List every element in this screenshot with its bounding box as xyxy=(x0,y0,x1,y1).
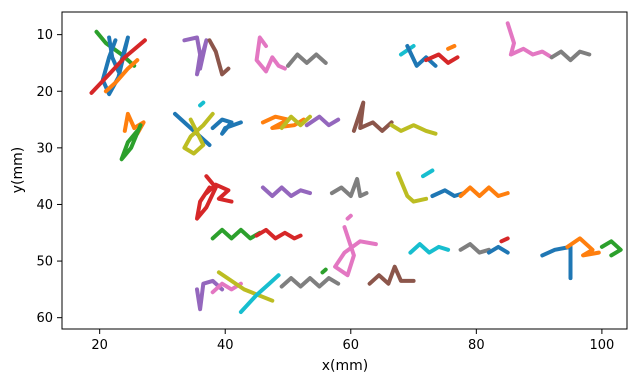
stroke-18 xyxy=(182,111,215,156)
stroke-49 xyxy=(279,276,341,289)
stroke-51 xyxy=(367,264,416,286)
stroke-28 xyxy=(260,185,312,198)
y-tick-label: 20 xyxy=(36,85,53,100)
stroke-32 xyxy=(430,188,466,198)
stroke-7 xyxy=(254,35,287,74)
stroke-46 xyxy=(210,281,243,295)
stroke-30 xyxy=(395,171,429,204)
stroke-31 xyxy=(421,168,435,179)
x-axis-label: x(mm) xyxy=(322,358,368,374)
stroke-6 xyxy=(207,38,231,77)
stroke-27 xyxy=(204,182,234,204)
stroke-37 xyxy=(345,213,353,221)
stroke-16 xyxy=(119,123,143,162)
stroke-47 xyxy=(216,270,275,303)
stroke-11 xyxy=(424,52,460,65)
stroke-36 xyxy=(333,225,378,278)
stroke-42 xyxy=(540,244,573,281)
stroke-39 xyxy=(458,242,491,255)
series-strokes xyxy=(89,21,623,314)
stroke-29 xyxy=(329,177,369,198)
stroke-13 xyxy=(505,21,554,60)
x-tick-label: 40 xyxy=(217,338,234,353)
y-tick-label: 30 xyxy=(36,141,53,156)
stroke-44 xyxy=(599,239,623,258)
stroke-22 xyxy=(279,114,312,130)
stroke-21 xyxy=(260,114,306,130)
stroke-35 xyxy=(254,227,303,241)
stroke-34 xyxy=(210,227,262,241)
plot-frame xyxy=(61,11,628,330)
stroke-17 xyxy=(173,111,212,147)
y-axis-ticks: 10 20 30 40 50 60 xyxy=(36,28,62,326)
stroke-33 xyxy=(458,185,510,198)
x-tick-label: 20 xyxy=(91,338,108,353)
y-tick-label: 40 xyxy=(36,198,53,213)
stroke-20 xyxy=(210,117,243,136)
y-axis-label: y(mm) xyxy=(10,147,26,193)
stroke-12 xyxy=(446,44,457,51)
stroke-43 xyxy=(565,236,601,258)
stroke-8 xyxy=(286,52,328,68)
stroke-3 xyxy=(103,58,140,94)
stroke-38 xyxy=(408,242,451,255)
stroke-25 xyxy=(389,123,438,136)
y-tick-label: 60 xyxy=(36,311,53,326)
x-tick-label: 100 xyxy=(589,338,614,353)
stroke-10 xyxy=(405,44,438,68)
stroke-4 xyxy=(89,38,147,95)
x-tick-label: 80 xyxy=(468,338,485,353)
stroke-48 xyxy=(238,273,281,314)
stroke-41 xyxy=(499,236,510,244)
stroke-5 xyxy=(182,35,209,77)
stroke-40 xyxy=(486,244,510,255)
x-axis-ticks: 20 40 60 80 100 xyxy=(91,329,614,353)
stroke-19 xyxy=(198,100,206,108)
y-tick-label: 50 xyxy=(36,255,53,270)
stroke-26 xyxy=(195,174,218,221)
stroke-23 xyxy=(304,114,341,128)
stroke-14 xyxy=(549,49,592,63)
stroke-45 xyxy=(195,278,225,312)
stroke-24 xyxy=(351,100,394,133)
y-tick-label: 10 xyxy=(36,28,53,43)
stroke-50 xyxy=(320,267,328,275)
x-tick-label: 60 xyxy=(343,338,360,353)
